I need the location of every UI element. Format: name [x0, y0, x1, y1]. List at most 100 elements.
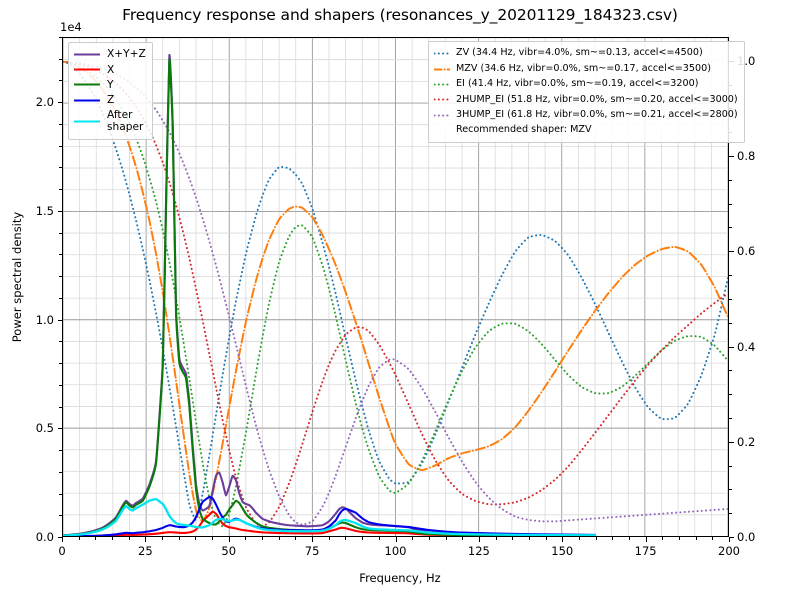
x-tick [712, 537, 714, 540]
x-tick [512, 537, 514, 540]
y2-tick [729, 227, 732, 229]
y2-tick [729, 156, 734, 158]
x-tick [278, 537, 280, 540]
legend-shaper-label: EI (41.4 Hz, vibr=0.0%, sm~=0.19, accel<… [456, 78, 699, 90]
x-tick [62, 537, 63, 542]
y2-tick-label: 0.4 [737, 339, 756, 354]
legend-psd-label: X [107, 63, 115, 76]
y2-tick [729, 298, 732, 300]
x-tick [262, 537, 264, 540]
y-tick [57, 102, 62, 104]
x-tick [312, 537, 314, 542]
x-tick-label: 175 [634, 544, 657, 558]
x-tick-label: 25 [138, 544, 153, 558]
chart-title: Frequency response and shapers (resonanc… [122, 6, 678, 24]
y2-tick-label: 0.2 [737, 434, 756, 449]
y2-tick-label: 0.6 [737, 244, 756, 259]
x-tick-label: 0 [58, 544, 66, 558]
legend-shaper-swatch-zv [434, 48, 450, 59]
legend-shaper-swatch-3hump_ei [434, 110, 450, 121]
y-axis-offset-label: 1e4 [60, 20, 82, 34]
psd-curve-y [63, 58, 597, 536]
x-tick [362, 537, 364, 540]
y2-tick [729, 203, 732, 205]
psd-curve-after-shaper [63, 498, 597, 536]
legend-shaper-item: EI (41.4 Hz, vibr=0.0%, sm~=0.19, accel<… [434, 77, 738, 92]
legend-psd-item: Y [74, 77, 146, 92]
legend-psd-item: Z [74, 93, 146, 108]
y-tick [59, 167, 62, 169]
x-tick [195, 537, 197, 540]
y-tick [59, 80, 62, 82]
y-tick-label: 0.5 [35, 421, 54, 436]
y2-tick [729, 417, 732, 419]
x-tick [395, 537, 397, 542]
x-tick [528, 537, 530, 540]
x-tick-label: 150 [551, 544, 574, 558]
legend-psd: X+Y+Z X Y Z After shaper [68, 42, 153, 140]
y-tick [57, 537, 62, 538]
x-tick-label: 100 [384, 544, 407, 558]
y2-tick [729, 251, 734, 253]
y-tick [59, 363, 62, 365]
legend-psd-label: After shaper [107, 108, 144, 134]
y2-tick [729, 394, 732, 396]
legend-shaper-label: MZV (34.6 Hz, vibr=0.0%, sm~=0.17, accel… [456, 62, 711, 74]
x-tick [562, 537, 564, 542]
recommended-shaper-text: Recommended shaper: MZV [456, 124, 592, 136]
y-tick [59, 123, 62, 125]
y-tick [59, 471, 62, 473]
psd-curve-x [63, 510, 597, 536]
y2-tick [729, 441, 734, 443]
x-tick [595, 537, 597, 540]
y2-tick [729, 465, 732, 467]
y-tick [59, 189, 62, 191]
y-tick [59, 145, 62, 147]
legend-psd-swatch-after [74, 116, 100, 127]
y2-tick [729, 537, 734, 538]
y-axis-label: Power spectral density [10, 211, 24, 343]
x-tick [95, 537, 97, 540]
x-tick [78, 537, 80, 540]
legend-shaper-label: 2HUMP_EI (51.8 Hz, vibr=0.0%, sm~=0.20, … [456, 93, 738, 105]
x-tick-label: 125 [467, 544, 490, 558]
psd-curve-x-y-z [63, 54, 597, 536]
legend-shaper-item: MZV (34.6 Hz, vibr=0.0%, sm~=0.17, accel… [434, 61, 738, 76]
y-tick [59, 297, 62, 299]
y-tick [59, 341, 62, 343]
y-tick-label: 2.0 [35, 95, 54, 110]
legend-psd-swatch-x+y+z [74, 49, 100, 60]
legend-shaper-item: 3HUMP_EI (61.8 Hz, vibr=0.0%, sm~=0.21, … [434, 108, 738, 123]
y2-tick [729, 513, 732, 515]
x-tick [212, 537, 214, 540]
x-tick [328, 537, 330, 540]
legend-psd-swatch-z [74, 95, 100, 106]
legend-shaper-swatch-2hump_ei [434, 94, 450, 105]
legend-psd-item: X [74, 62, 146, 77]
y2-tick [729, 489, 732, 491]
x-tick [495, 537, 497, 540]
x-tick [662, 537, 664, 540]
legend-shaper-swatch-ei [434, 79, 450, 90]
x-tick [678, 537, 680, 540]
x-tick [612, 537, 614, 540]
y-tick [59, 384, 62, 386]
x-tick [428, 537, 430, 540]
y2-tick [729, 370, 732, 372]
y-tick [59, 58, 62, 60]
x-tick [462, 537, 464, 540]
x-tick [145, 537, 147, 542]
x-tick [445, 537, 447, 540]
legend-psd-label: X+Y+Z [107, 48, 146, 61]
y2-tick [729, 179, 732, 181]
legend-psd-swatch-x [74, 64, 100, 75]
x-tick [645, 537, 647, 542]
x-tick [378, 537, 380, 540]
x-tick-label: 200 [718, 544, 740, 558]
x-tick [578, 537, 580, 540]
legend-shaper-label: 3HUMP_EI (61.8 Hz, vibr=0.0%, sm~=0.21, … [456, 109, 738, 121]
y2-tick [729, 322, 732, 324]
legend-shaper-item: 2HUMP_EI (51.8 Hz, vibr=0.0%, sm~=0.20, … [434, 92, 738, 107]
x-tick [112, 537, 114, 540]
